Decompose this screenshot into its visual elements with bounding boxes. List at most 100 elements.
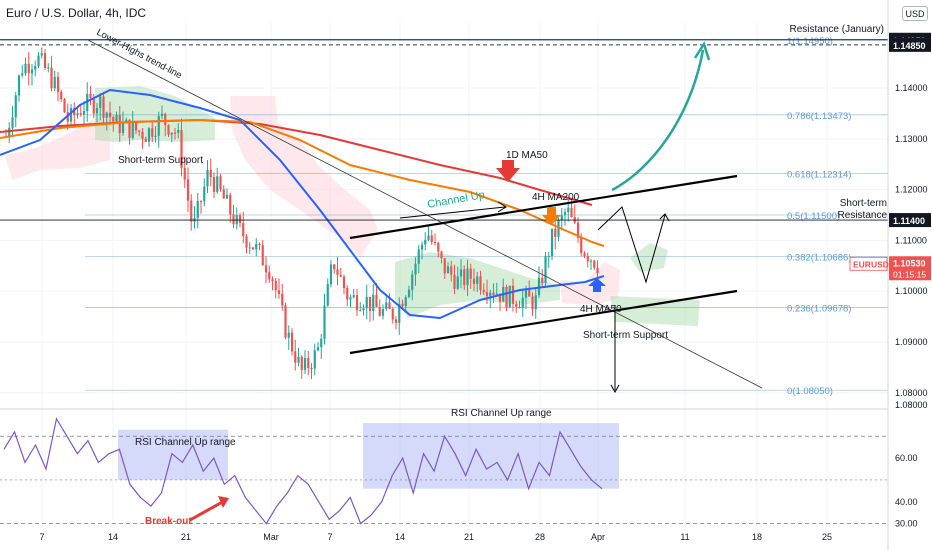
candle-body: [310, 368, 313, 370]
candle-body: [570, 207, 573, 218]
candle-body: [313, 350, 316, 369]
rsi-channel-up-range-right-label: RSI Channel Up range: [451, 408, 552, 419]
price-tick-label: 1.08000: [895, 388, 928, 398]
candle-body: [108, 112, 112, 118]
breakout-label: Break-out: [145, 516, 192, 527]
ichimoku-cloud-0: [5, 118, 110, 180]
candle-body: [492, 292, 495, 296]
candle-body: [199, 201, 203, 203]
resistance-january-label: Resistance (January): [790, 24, 884, 35]
candle-body: [440, 251, 443, 259]
candle-body: [173, 132, 177, 134]
ichimoku-cloud-5: [630, 243, 668, 272]
candle-body: [368, 296, 372, 312]
candle-body: [11, 117, 14, 128]
candle-body: [167, 125, 170, 135]
bullish-target-arrowhead: [693, 41, 711, 61]
candle-body: [50, 67, 53, 89]
candle-body: [326, 284, 329, 306]
candle-body: [359, 310, 362, 312]
fib-label: 0.382(1.10686): [787, 252, 851, 263]
breakout-arrow: [189, 498, 227, 522]
candle-body: [593, 260, 596, 268]
candle-body: [316, 347, 320, 351]
short-term-support-left-label: Short-term Support: [118, 155, 203, 166]
candle-body: [411, 274, 414, 290]
projection-zigzag: [597, 206, 666, 284]
candle-body: [115, 114, 118, 122]
candle-body: [544, 256, 547, 284]
candle-body: [63, 99, 66, 113]
candle-body: [60, 91, 63, 100]
candle-body: [180, 129, 183, 169]
candle-body: [203, 186, 206, 202]
candle-body: [401, 304, 404, 307]
candle-body: [121, 122, 125, 134]
candle-body: [385, 302, 388, 310]
candle-body: [151, 128, 154, 137]
candle-body: [248, 247, 251, 249]
candle-body: [307, 357, 310, 369]
symbol-tag: EURUSD: [853, 259, 889, 269]
candle-body: [141, 131, 144, 139]
candle-body: [268, 272, 271, 280]
ichimoku-cloud-2: [230, 96, 378, 258]
candle-body: [105, 112, 108, 118]
candle-body: [34, 65, 37, 70]
candle-body: [287, 332, 290, 338]
rsi-line: [3, 417, 603, 525]
short-term-resistance-label: Short-term Resistance: [838, 198, 888, 221]
candle-body: [196, 201, 199, 218]
fib-label: 1(1.14950): [787, 36, 833, 47]
ma50-1d-pointer: [496, 160, 520, 182]
candle-body: [521, 297, 524, 309]
candle-body: [245, 236, 248, 248]
candle-body: [414, 263, 417, 275]
candle-body: [537, 277, 541, 296]
last-price-box: [889, 256, 931, 281]
candle-body: [89, 94, 92, 98]
candle-body: [528, 289, 531, 297]
candle-body: [284, 305, 287, 338]
ichimoku-cloud-6: [610, 296, 700, 326]
fib-label: 0(1.08050): [787, 386, 833, 397]
candle-body: [365, 296, 368, 309]
candle-body: [424, 239, 427, 245]
candle-body: [300, 356, 303, 370]
candle-body: [76, 113, 79, 116]
candle-body: [407, 289, 411, 298]
ma50-4h-label: 4H MA50: [580, 304, 622, 315]
candle-body: [355, 295, 359, 311]
candle-body: [92, 97, 95, 114]
candle-body: [323, 305, 326, 339]
candle-body: [333, 264, 336, 270]
candle-body: [157, 116, 160, 136]
time-tick-label: 18: [752, 532, 762, 542]
candle-body: [586, 256, 589, 262]
candle-body: [479, 276, 482, 290]
candle-body: [24, 63, 27, 74]
candle-body: [453, 274, 456, 289]
candle-body: [79, 113, 82, 115]
candle-body: [534, 295, 537, 310]
candle-body: [550, 228, 554, 256]
candle-body: [261, 245, 264, 266]
candle-body: [53, 76, 56, 89]
candle-body: [99, 96, 102, 109]
currency-badge[interactable]: USD: [902, 6, 928, 21]
breakout-arrowhead: [218, 496, 229, 508]
candle-body: [437, 242, 440, 252]
short-term-resistance-price-label-box: [889, 213, 931, 228]
candle-body: [258, 243, 261, 246]
rsi-channel-up-range-left-label: RSI Channel Up range: [135, 437, 236, 448]
candle-body: [17, 75, 21, 96]
candle-body: [125, 119, 128, 123]
candle-body: [30, 69, 34, 74]
time-tick-label: 25: [822, 532, 832, 542]
candle-body: [342, 276, 346, 289]
ma50-4h-pointer: [588, 278, 606, 292]
resistance-price-label-bottom-box: [889, 37, 931, 52]
candle-body: [37, 55, 40, 66]
time-tick-label: 14: [108, 532, 118, 542]
candle-body: [469, 268, 472, 279]
